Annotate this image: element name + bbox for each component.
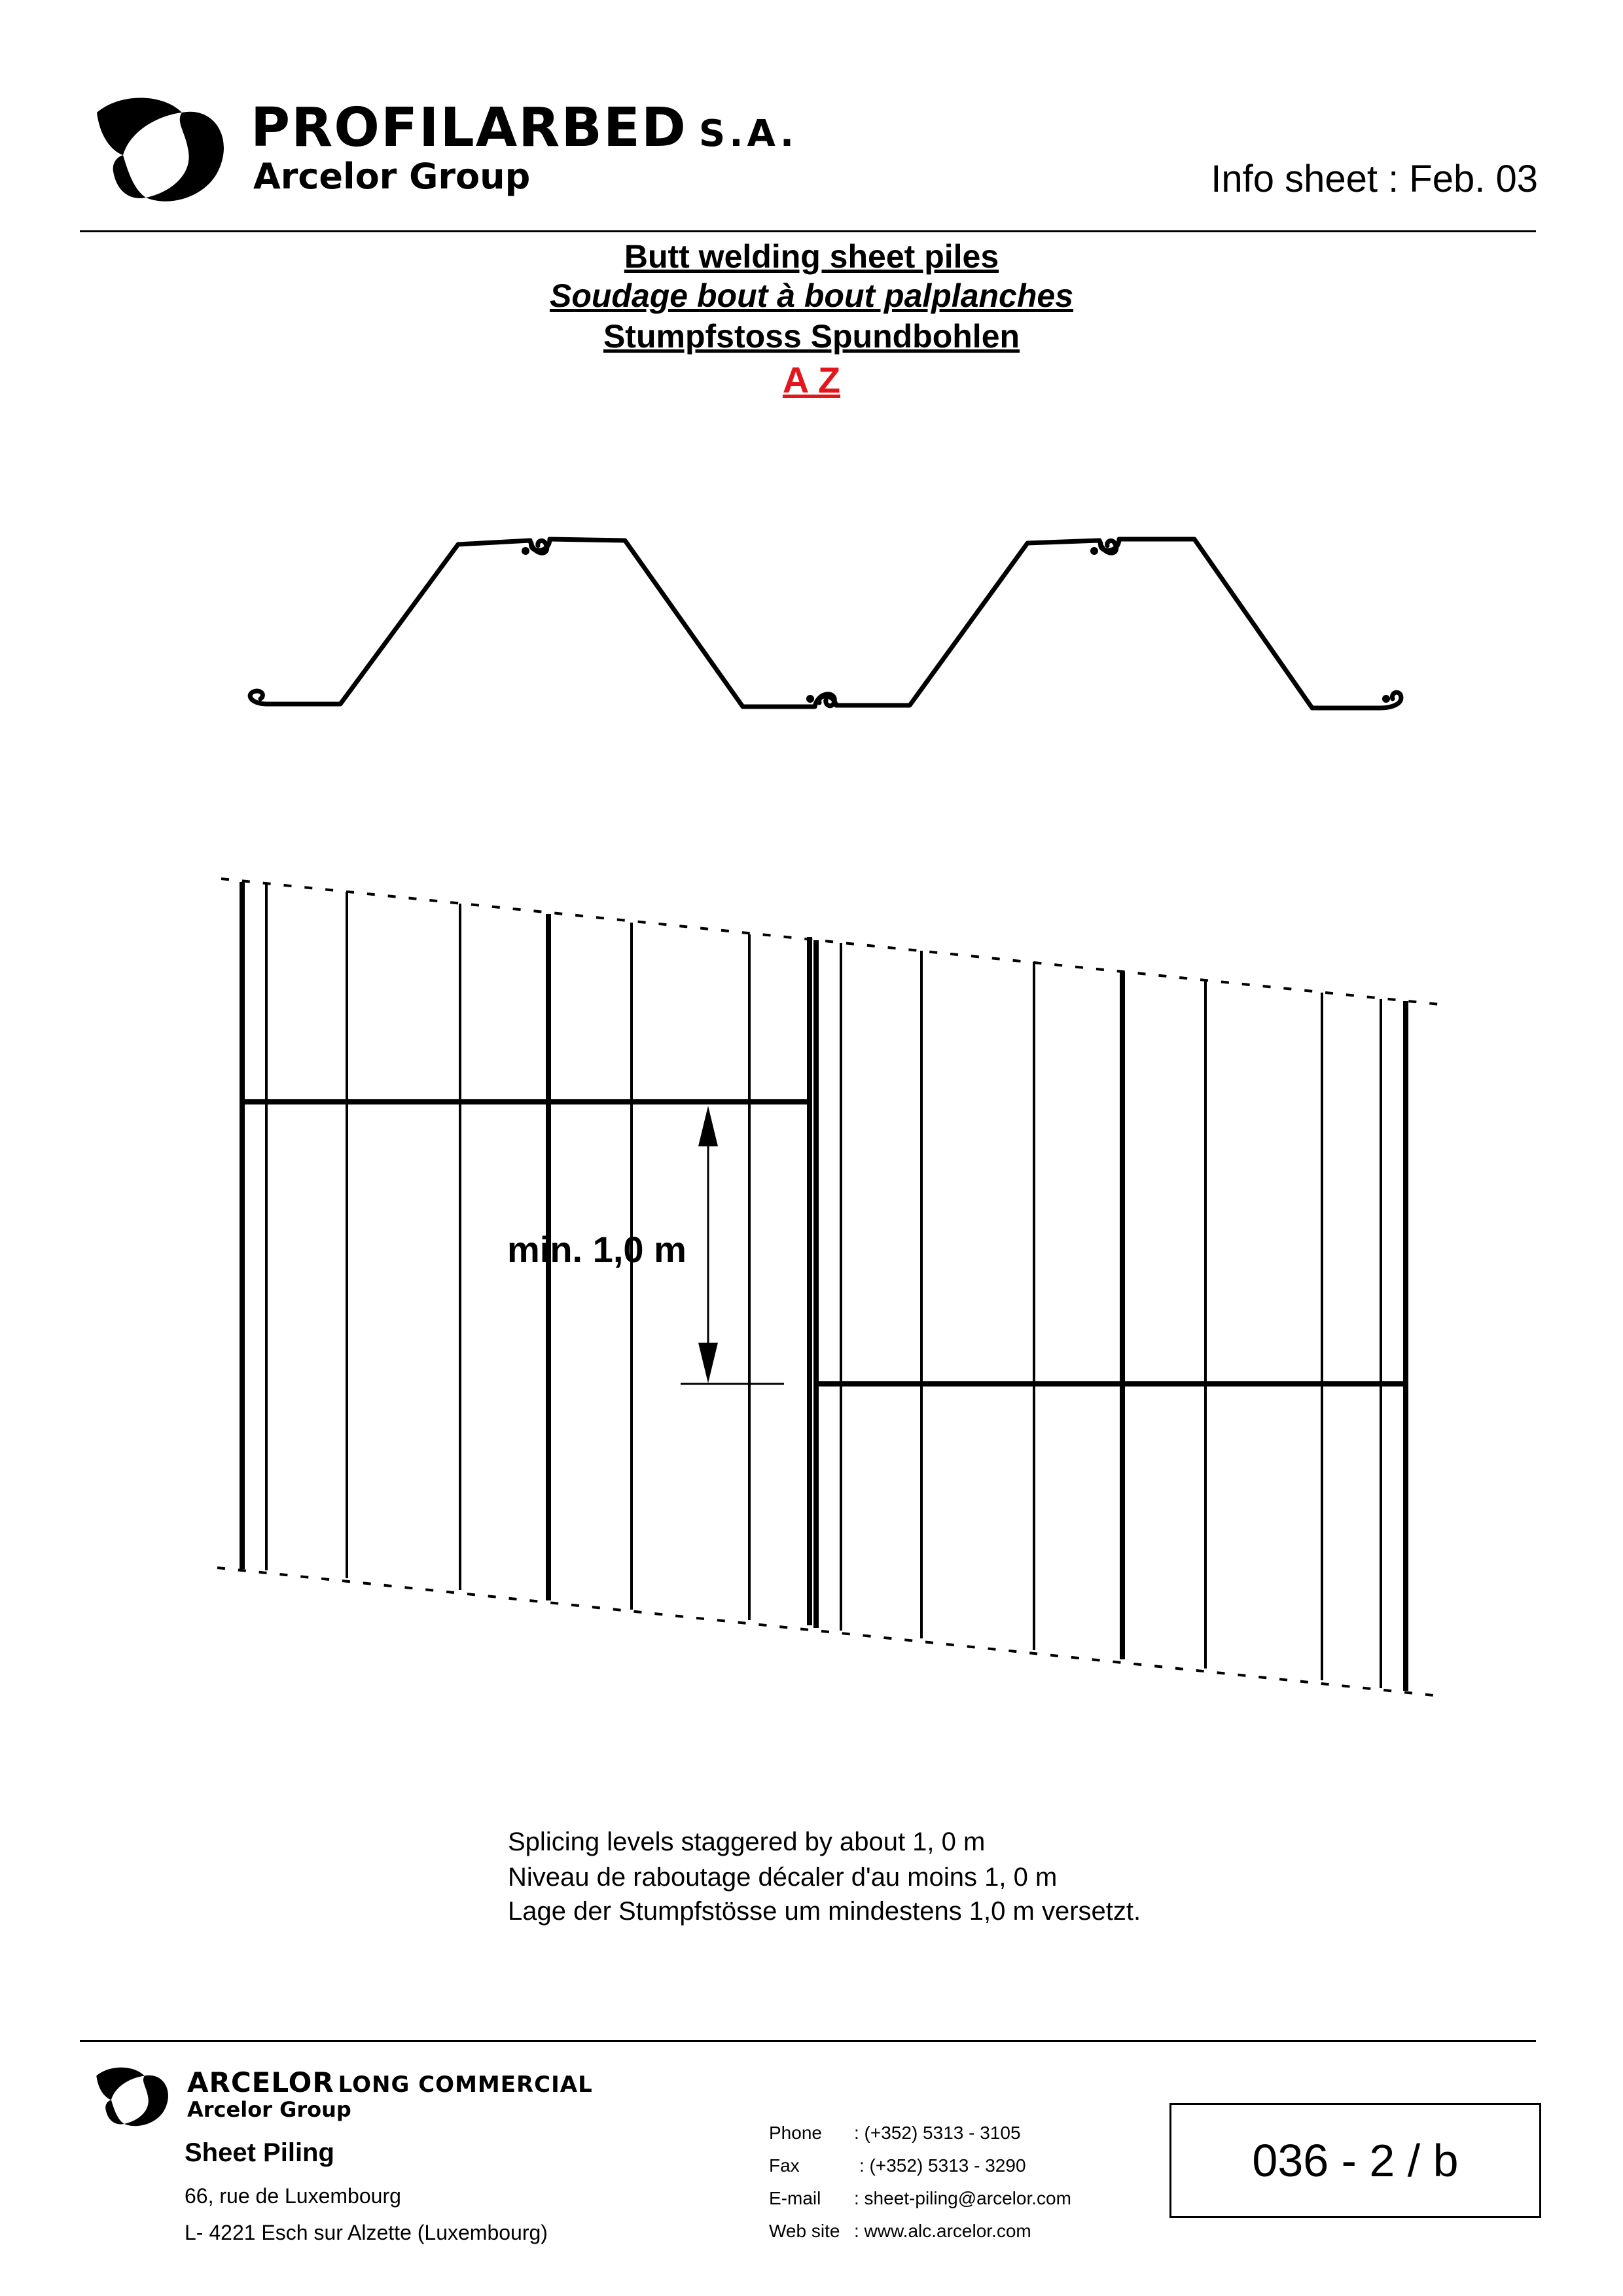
brand-suffix: S.A. <box>698 113 798 155</box>
az-profile-section-drawing <box>247 537 1404 711</box>
footer-brand-sub: LONG COMMERCIAL <box>338 2072 593 2098</box>
brand-name: PROFILARBED S.A. <box>251 97 798 159</box>
top-dashed-line <box>221 877 1440 1006</box>
footer-brand: ARCELOR LONG COMMERCIAL <box>187 2066 593 2098</box>
footer-divider <box>80 2040 1536 2042</box>
contact-website-label: Web site <box>769 2221 840 2241</box>
contact-phone: Phone : (+352) 5313 - 3105 <box>769 2123 1021 2144</box>
contact-email-value[interactable]: : sheet-piling@arcelor.com <box>854 2188 1071 2208</box>
header-divider <box>80 230 1536 232</box>
wall-elevation-drawing <box>217 877 1440 1697</box>
arcelor-logo-icon <box>96 2067 168 2127</box>
note-german: Lage der Stumpfstösse um mindestens 1,0 … <box>508 1897 1141 1926</box>
note-french: Niveau de raboutage décaler d'au moins 1… <box>508 1863 1058 1892</box>
contact-website: Web site : www.alc.arcelor.com <box>769 2221 1031 2242</box>
contact-fax-label: Fax <box>769 2155 800 2176</box>
title-german: Stumpfstoss Spundbohlen <box>603 318 1020 355</box>
footer-group: Arcelor Group <box>187 2097 351 2122</box>
title-english: Butt welding sheet piles <box>624 238 999 275</box>
contact-website-value[interactable]: : www.alc.arcelor.com <box>854 2221 1031 2241</box>
dimension-arrow-up <box>698 1106 718 1146</box>
contact-fax: Fax : (+352) 5313 - 3290 <box>769 2155 1026 2176</box>
profilarbed-logo-icon <box>97 97 224 202</box>
title-french: Soudage bout à bout palplanches <box>549 277 1074 314</box>
contact-email: E-mail : sheet-piling@arcelor.com <box>769 2188 1071 2209</box>
contact-phone-value: : (+352) 5313 - 3105 <box>854 2123 1021 2143</box>
contact-email-label: E-mail <box>769 2188 821 2208</box>
dimension-label: min. 1,0 m <box>507 1229 687 1270</box>
document-number-box: 036 - 2 / b <box>1169 2103 1541 2218</box>
bottom-dashed-line <box>217 1566 1440 1697</box>
info-sheet-date: Info sheet : Feb. 03 <box>1211 158 1538 200</box>
footer-address-line1: 66, rue de Luxembourg <box>185 2184 401 2208</box>
brand-group: Arcelor Group <box>253 156 531 197</box>
dimension-arrow-down <box>698 1343 718 1383</box>
footer-address-line2: L- 4221 Esch sur Alzette (Luxembourg) <box>185 2221 548 2244</box>
footer-department: Sheet Piling <box>185 2138 334 2167</box>
profile-type-label: A Z <box>782 359 841 400</box>
document-number: 036 - 2 / b <box>1252 2135 1459 2186</box>
contact-phone-label: Phone <box>769 2123 822 2143</box>
note-english: Splicing levels staggered by about 1, 0 … <box>508 1828 986 1856</box>
contact-fax-value: : (+352) 5313 - 3290 <box>859 2155 1026 2176</box>
